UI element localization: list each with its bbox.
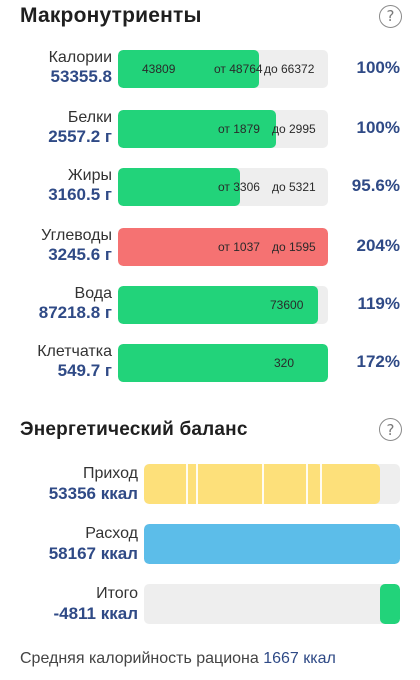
energy-name: Итого — [96, 585, 138, 602]
macro-name: Калории — [48, 49, 112, 66]
energy-value: 58167 ккал — [48, 544, 138, 563]
macro-name: Жиры — [67, 167, 112, 184]
meal-divider — [306, 464, 308, 504]
macro-row-calories: Калории 53355.8 43809 от 48764 до 66372 … — [0, 48, 420, 92]
macro-bar-fill — [118, 110, 276, 148]
macro-row-fiber: Клетчатка 549.7 г 320 172% — [0, 342, 420, 386]
macro-percent: 204% — [356, 236, 400, 255]
footer-label: Средняя калорийность рациона — [20, 650, 259, 667]
energy-help-icon[interactable]: ? — [379, 418, 402, 441]
macro-name: Углеводы — [41, 227, 112, 244]
macro-value: 549.7 г — [57, 361, 112, 380]
bar-range-to: до 66372 — [264, 62, 315, 76]
bar-range-to: до 2995 — [272, 122, 316, 136]
macro-value: 3245.6 г — [48, 245, 112, 264]
bar-norm-label: 73600 — [270, 298, 304, 312]
bar-range-from: от 1037 — [218, 240, 260, 254]
macro-row-carbs: Углеводы 3245.6 г от 1037 до 1595 204% — [0, 226, 420, 270]
energy-bar[interactable] — [144, 584, 400, 624]
energy-bar[interactable] — [144, 524, 400, 564]
meal-divider — [320, 464, 322, 504]
macros-header: Макронутриенты ? — [20, 4, 402, 28]
bar-range-from: от 3306 — [218, 180, 260, 194]
macro-name: Белки — [67, 109, 112, 126]
bar-value-label: 43809 — [142, 62, 176, 76]
macro-row-water: Вода 87218.8 г 73600 119% — [0, 284, 420, 328]
macro-value: 87218.8 г — [38, 303, 112, 322]
macro-percent: 100% — [356, 118, 400, 137]
energy-row-intake: Приход 53356 ккал — [0, 464, 420, 508]
macro-bar-fill — [118, 50, 259, 88]
energy-bar-fill — [144, 524, 400, 564]
macro-bar[interactable]: 73600 — [118, 286, 328, 324]
macro-bar-fill — [118, 228, 328, 266]
average-calorie-footer: Средняя калорийность рациона 1667 ккал — [20, 650, 410, 668]
macro-row-fat: Жиры 3160.5 г от 3306 до 5321 95.6% — [0, 166, 420, 210]
macros-help-icon[interactable]: ? — [379, 4, 402, 28]
macro-percent: 100% — [356, 58, 400, 77]
macro-value: 2557.2 г — [48, 127, 112, 146]
macro-name: Клетчатка — [37, 343, 112, 360]
macro-bar-fill — [118, 344, 328, 382]
energy-name: Приход — [82, 465, 138, 482]
energy-row-total: Итого -4811 ккал — [0, 584, 420, 628]
energy-name: Расход — [85, 525, 138, 542]
energy-bar[interactable] — [144, 464, 400, 504]
macro-row-protein: Белки 2557.2 г от 1879 до 2995 100% — [0, 108, 420, 152]
macro-bar[interactable]: от 3306 до 5321 — [118, 168, 328, 206]
meal-divider — [196, 464, 198, 504]
macro-name: Вода — [74, 285, 112, 302]
bar-norm-label: 320 — [274, 356, 295, 370]
energy-header: Энергетический баланс ? — [20, 418, 402, 441]
macro-value: 53355.8 — [50, 67, 112, 86]
macro-bar[interactable]: от 1037 до 1595 — [118, 228, 328, 266]
macro-percent: 95.6% — [351, 176, 400, 195]
bar-range-to: до 1595 — [272, 240, 316, 254]
macro-bar-fill — [118, 286, 318, 324]
energy-bar-fill — [379, 584, 400, 624]
bar-range-to: до 5321 — [272, 180, 316, 194]
macros-title: Макронутриенты — [20, 4, 202, 27]
macro-bar[interactable]: 320 — [118, 344, 328, 382]
macro-value: 3160.5 г — [48, 185, 112, 204]
energy-row-expense: Расход 58167 ккал — [0, 524, 420, 568]
macro-bar[interactable]: 43809 от 48764 до 66372 — [118, 50, 328, 88]
energy-title: Энергетический баланс — [20, 418, 248, 440]
bar-range-from: от 48764 — [214, 62, 263, 76]
bar-range-from: от 1879 — [218, 122, 260, 136]
macro-percent: 119% — [357, 294, 400, 313]
energy-bar-fill — [144, 464, 380, 504]
macro-bar-fill — [118, 168, 240, 206]
macro-bar[interactable]: от 1879 до 2995 — [118, 110, 328, 148]
footer-value: 1667 ккал — [263, 650, 336, 667]
meal-divider — [186, 464, 188, 504]
macro-percent: 172% — [356, 352, 400, 371]
meal-divider — [262, 464, 264, 504]
energy-value: -4811 ккал — [53, 604, 138, 623]
energy-value: 53356 ккал — [48, 484, 138, 503]
